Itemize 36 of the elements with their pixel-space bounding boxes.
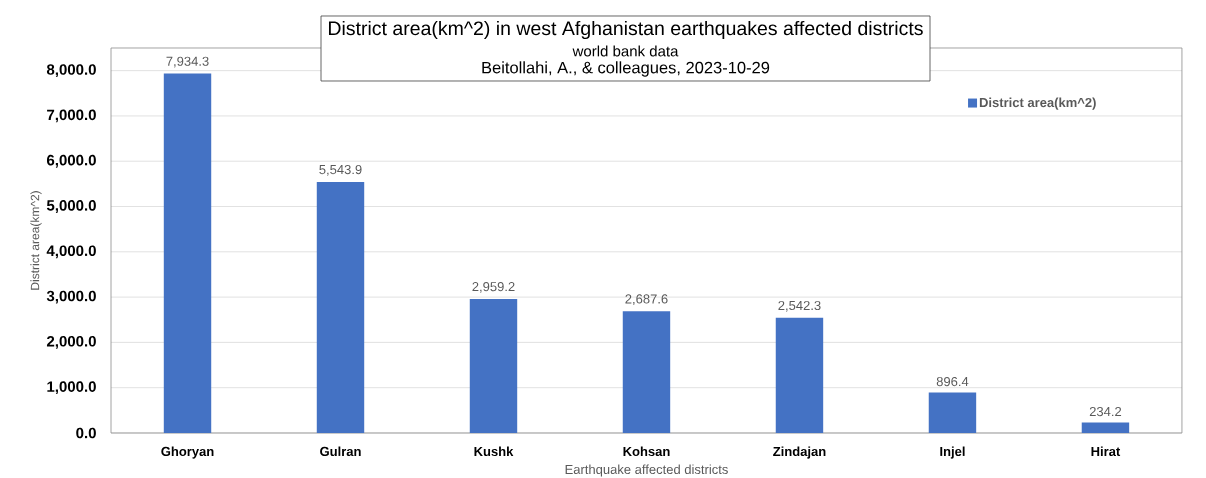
chart-subtitle: world bank data <box>572 45 679 57</box>
x-tick-label: Hirat <box>1091 446 1121 457</box>
bar <box>928 392 977 433</box>
y-tick-label: 1,000.0 <box>47 381 96 395</box>
x-tick-label: Zindajan <box>773 446 826 459</box>
bar <box>622 311 671 433</box>
y-tick-label: 5,000.0 <box>46 200 96 213</box>
x-tick-label: Injel <box>940 446 965 459</box>
annotation: Beitollahi, A., & colleagues, 2023-10-29 <box>482 61 770 77</box>
data-label: 2,687.6 <box>625 294 668 306</box>
y-tick-label: 8,000.0 <box>46 64 96 78</box>
bar <box>1081 422 1130 433</box>
bar <box>469 298 518 433</box>
x-tick-label: Gulran <box>320 446 361 457</box>
chart-title: District area(km^2) in west Afghanistan earthquakes affected districts <box>328 20 923 40</box>
x-tick-label: Kohsan <box>623 446 670 457</box>
data-label: 234.2 <box>1089 406 1122 417</box>
data-label: 2,542.3 <box>778 300 821 312</box>
bar <box>316 181 365 433</box>
data-label: 2,959.2 <box>472 282 515 293</box>
y-tick-label: 3,000.0 <box>46 290 96 304</box>
x-tick-label: Kushk <box>474 446 514 457</box>
y-tick-label: 6,000.0 <box>46 154 96 168</box>
data-label: 7,934.3 <box>166 56 209 68</box>
x-tick-label: Ghoryan <box>161 446 214 459</box>
bar <box>775 317 824 433</box>
y-tick-label: 4,000.0 <box>46 245 96 259</box>
data-label: 896.4 <box>936 376 969 387</box>
y-tick-label: 7,000.0 <box>47 109 96 123</box>
y-tick-label: 0.0 <box>76 427 96 439</box>
bar <box>163 73 212 433</box>
y-axis-title: District area(km^2) <box>30 191 42 290</box>
x-axis-title: Earthquake affected districts <box>565 464 728 477</box>
data-label: 5,543.9 <box>319 164 362 176</box>
y-tick-label: 2,000.0 <box>46 336 96 349</box>
legend-label: District area(km^2) <box>979 97 1096 110</box>
